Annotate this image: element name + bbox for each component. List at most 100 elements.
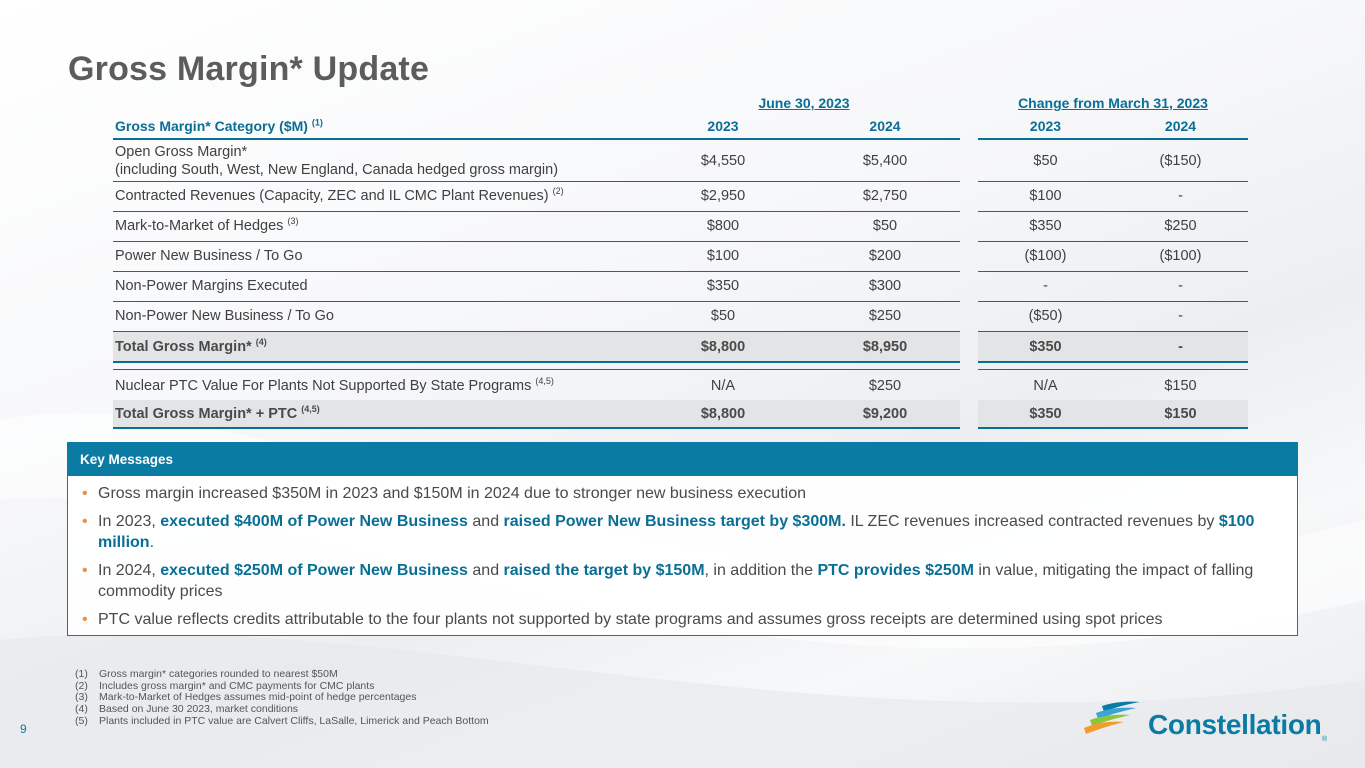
column-header-category-sup: (1) bbox=[311, 117, 323, 128]
row-value: $350 bbox=[1029, 218, 1062, 234]
row-label: Mark-to-Market of Hedges (3) bbox=[115, 211, 635, 241]
table-row: Total Gross Margin* (4) $8,800 $8,950 $350 - bbox=[0, 332, 1365, 361]
footnotes: (1) Gross margin* categories rounded to n… bbox=[75, 668, 489, 728]
table-row: Mark-to-Market of Hedges (3) $800 $50 $350 $… bbox=[0, 211, 1365, 241]
page-title: Gross Margin* Update bbox=[68, 50, 430, 88]
row-value: $150 bbox=[1164, 377, 1197, 394]
total-row-shading bbox=[113, 332, 960, 361]
key-message-3-text-1: In 2024, bbox=[98, 562, 161, 579]
row-value: ($50) bbox=[1028, 308, 1063, 324]
row-value: - bbox=[1178, 188, 1183, 204]
row-value: $50 bbox=[710, 308, 736, 324]
footnote-text: Based on June 30 2023, market conditions bbox=[99, 703, 299, 716]
row-value: $350 bbox=[706, 278, 740, 294]
section-divider bbox=[978, 369, 1248, 370]
row-label-text: Total Gross Margin* + PTC bbox=[115, 405, 298, 422]
key-messages-box: Key Messages Gross margin increased $350… bbox=[67, 442, 1298, 636]
row-value: $250 bbox=[1164, 218, 1197, 234]
row-value: $2,950 bbox=[700, 188, 746, 204]
key-message-2-highlight-2: raised Power New Business target by $300… bbox=[503, 513, 846, 530]
key-message-3-text-2: and bbox=[467, 562, 504, 579]
footnote: (4) Based on June 30 2023, market conditi… bbox=[75, 703, 489, 716]
key-message-2-text-2: and bbox=[467, 513, 504, 530]
row-label-text: Contracted Revenues (Capacity, ZEC and I… bbox=[115, 188, 549, 204]
row-label: Open Gross Margin* (including South, West… bbox=[115, 141, 635, 181]
row-value: - bbox=[1178, 278, 1183, 294]
row-value: - bbox=[1043, 278, 1048, 294]
row-divider bbox=[113, 211, 960, 212]
footnote: (3) Mark-to-Market of Hedges assumes mid-… bbox=[75, 692, 489, 704]
footnote-text: Gross margin* categories rounded to near… bbox=[99, 668, 338, 680]
column-header-change-2024: 2024 bbox=[1164, 118, 1197, 134]
key-messages-list: Gross margin increased $350M in 2023 and… bbox=[68, 476, 1297, 630]
row-value: $8,950 bbox=[862, 338, 908, 355]
column-header-june-2024: 2024 bbox=[869, 118, 901, 134]
key-message-3: In 2024, executed $250M of Power New Bus… bbox=[82, 560, 1277, 602]
key-message-3-text-3: , in addition the bbox=[704, 562, 818, 579]
row-label-text: Non-Power Margins Executed bbox=[115, 278, 308, 294]
footnote-number: (5) bbox=[75, 714, 88, 727]
row-divider bbox=[113, 241, 960, 242]
row-label-footnote-ref: (4,5) bbox=[535, 375, 554, 386]
row-divider bbox=[978, 331, 1248, 332]
row-divider bbox=[113, 271, 960, 272]
footnote-text: Includes gross margin* and CMC payments … bbox=[99, 679, 375, 692]
footnote-number: (1) bbox=[75, 668, 88, 680]
table-row: Open Gross Margin* (including South, West… bbox=[0, 141, 1365, 181]
row-label: Non-Power New Business / To Go bbox=[115, 301, 635, 331]
row-label-text: Nuclear PTC Value For Plants Not Support… bbox=[115, 377, 532, 394]
row-value: ($100) bbox=[1159, 248, 1202, 264]
key-messages-header: Key Messages bbox=[68, 443, 1297, 476]
footnote-number: (3) bbox=[75, 691, 88, 704]
key-message-2: In 2023, executed $400M of Power New Bus… bbox=[82, 511, 1277, 553]
row-value: N/A bbox=[1033, 377, 1058, 394]
row-value: $8,800 bbox=[700, 338, 746, 355]
row-value: $300 bbox=[868, 278, 902, 294]
row-value: $250 bbox=[868, 308, 902, 324]
row-value: $50 bbox=[1033, 153, 1058, 169]
row-label-subtext: (including South, West, New England, Can… bbox=[115, 162, 559, 178]
row-divider bbox=[978, 361, 1248, 363]
total-row-shading bbox=[113, 400, 960, 427]
row-value: $8,800 bbox=[700, 405, 746, 422]
key-message-3-text-4: in value, mitigating the impact of falli… bbox=[98, 562, 1254, 600]
row-divider bbox=[978, 181, 1248, 182]
row-label-text: Open Gross Margin* bbox=[115, 144, 248, 160]
column-header-category-label: Gross Margin* Category ($M) bbox=[115, 118, 308, 134]
footnote-text: Mark-to-Market of Hedges assumes mid-poi… bbox=[99, 691, 417, 704]
row-label: Total Gross Margin* (4) bbox=[115, 332, 635, 361]
row-label-text: Total Gross Margin* bbox=[115, 338, 252, 355]
constellation-logo: Constellation ® bbox=[1080, 700, 1330, 750]
row-label: Total Gross Margin* + PTC (4,5) bbox=[115, 400, 635, 427]
key-message-3-highlight-2: raised the target by $150M bbox=[503, 562, 705, 579]
row-value: $100 bbox=[1029, 188, 1062, 204]
footnote-number: (4) bbox=[75, 703, 88, 716]
logo-registered-mark: ® bbox=[1322, 736, 1328, 743]
row-label: Nuclear PTC Value For Plants Not Support… bbox=[115, 371, 635, 400]
key-message-2-text-3: IL ZEC revenues increased contracted rev… bbox=[845, 513, 1219, 530]
row-label-footnote-ref: (3) bbox=[287, 216, 299, 227]
row-value: $350 bbox=[1029, 405, 1062, 422]
row-value: $50 bbox=[872, 218, 898, 234]
column-header-category: Gross Margin* Category ($M) (1) bbox=[115, 118, 635, 136]
row-value: $5,400 bbox=[862, 153, 908, 169]
table-row: Nuclear PTC Value For Plants Not Support… bbox=[0, 371, 1365, 400]
row-divider bbox=[978, 241, 1248, 242]
key-message-3-highlight-3: PTC provides $250M bbox=[817, 562, 974, 579]
column-header-june-2023: 2023 bbox=[707, 118, 739, 134]
row-label: Contracted Revenues (Capacity, ZEC and I… bbox=[115, 181, 635, 211]
row-value: $2,750 bbox=[862, 188, 908, 204]
row-value: $150 bbox=[1164, 405, 1197, 422]
row-label-footnote-ref: (4) bbox=[255, 336, 267, 347]
row-value: ($100) bbox=[1024, 248, 1067, 264]
row-value: $9,200 bbox=[862, 405, 908, 422]
row-divider bbox=[113, 427, 960, 429]
row-label: Non-Power Margins Executed bbox=[115, 271, 635, 301]
row-divider bbox=[113, 361, 960, 363]
row-divider bbox=[113, 301, 960, 302]
row-label-footnote-ref: (4,5) bbox=[301, 403, 320, 414]
row-value: - bbox=[1178, 308, 1183, 324]
row-label-text: Non-Power New Business / To Go bbox=[115, 308, 334, 324]
key-message-4: PTC value reflects credits attributable … bbox=[82, 609, 1277, 630]
group-header-change: Change from March 31, 2023 bbox=[1018, 95, 1208, 111]
